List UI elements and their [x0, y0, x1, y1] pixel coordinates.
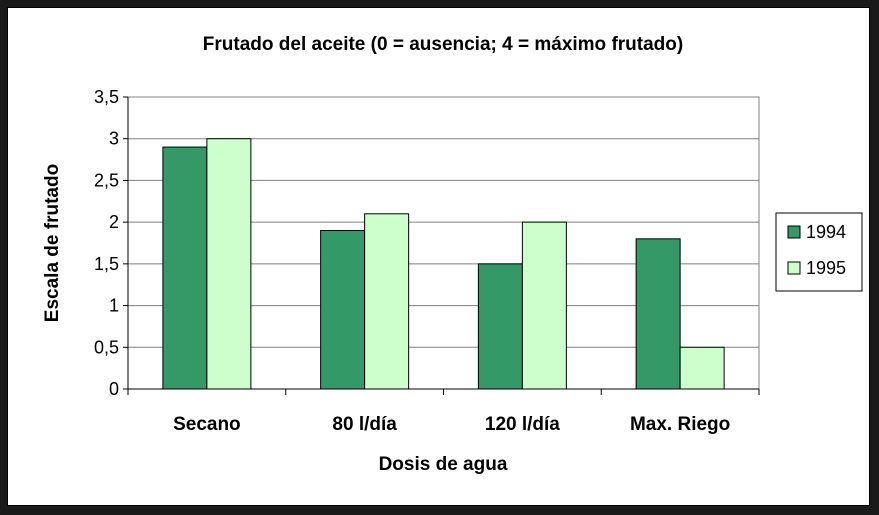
bar: [521, 221, 567, 390]
y-tick-label: 2,5: [94, 170, 119, 190]
x-category-labels: Secano 80 l/día 120 l/día Max. Riego: [173, 414, 730, 435]
x-category-label: 120 l/día: [485, 414, 560, 435]
legend: 1994 1995: [775, 212, 863, 292]
legend-label: 1994: [806, 222, 846, 242]
bar: [477, 263, 523, 390]
y-tick-label: 3: [109, 129, 119, 149]
bars: [162, 138, 725, 390]
y-tick-label: 1,5: [94, 254, 119, 274]
bar: [635, 238, 681, 390]
x-axis-title: Dosis de agua: [379, 454, 508, 475]
bar: [162, 146, 208, 390]
axes: [123, 96, 760, 395]
y-tick-label: 2: [109, 212, 119, 232]
bar: [364, 213, 410, 390]
y-tick-label: 0: [109, 379, 119, 399]
x-category-label: 80 l/día: [332, 414, 397, 435]
legend-swatch: [787, 261, 801, 275]
x-category-label: Secano: [173, 414, 241, 435]
bar: [320, 229, 366, 390]
y-tick-label: 3,5: [94, 87, 119, 107]
bar: [206, 138, 252, 390]
y-tick-label: 0,5: [94, 337, 119, 357]
legend-label: 1995: [806, 258, 846, 278]
y-tick-label: 1: [109, 296, 119, 316]
y-tick-labels: 0 0,5 1 1,5 2 2,5 3 3,5: [94, 87, 119, 399]
legend-swatch: [787, 225, 801, 239]
y-axis-title: Escala de frutado: [42, 164, 63, 322]
bar: [679, 346, 725, 390]
chart-frame: [7, 7, 870, 506]
chart-title: Frutado del aceite (0 = ausencia; 4 = má…: [203, 34, 683, 55]
x-category-label: Max. Riego: [630, 414, 730, 435]
